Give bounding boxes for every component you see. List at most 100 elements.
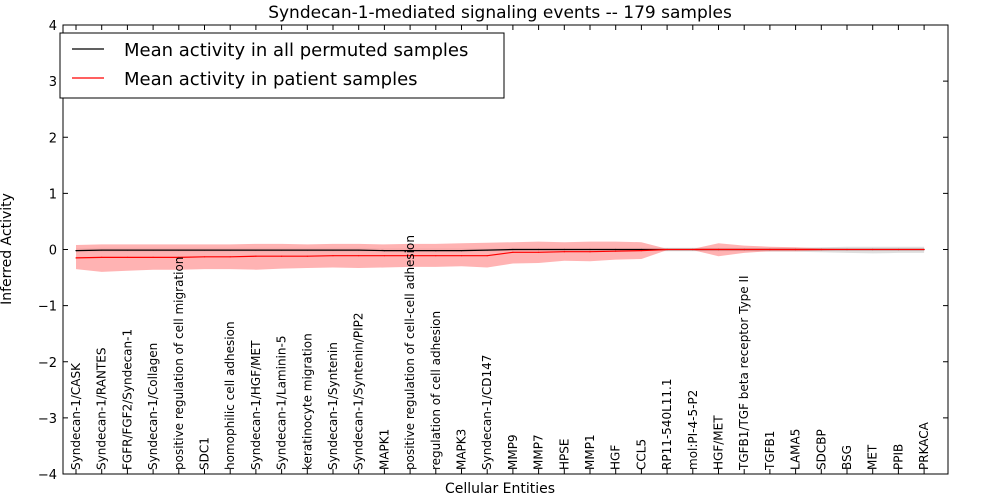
- legend-box: [59, 32, 505, 99]
- data-point: [512, 251, 514, 253]
- data-point: [615, 248, 617, 251]
- y-tick-label: −2: [38, 356, 57, 371]
- x-category-label: Syndecan-1/CD147: [480, 355, 494, 470]
- x-category-label: SDC1: [198, 437, 212, 470]
- x-category-label: Syndecan-1/Collagen: [146, 343, 160, 470]
- data-point: [872, 248, 874, 251]
- y-tick-label: −3: [38, 412, 57, 427]
- data-point: [846, 248, 848, 251]
- y-tick-label: −1: [38, 300, 57, 315]
- data-point: [486, 255, 488, 257]
- data-point: [409, 255, 411, 257]
- data-point: [692, 248, 694, 251]
- x-axis-ticks: [75, 25, 925, 474]
- data-point: [306, 249, 308, 251]
- data-point: [101, 249, 103, 251]
- y-tick-label: 0: [49, 244, 57, 259]
- data-point: [563, 248, 565, 251]
- x-category-label: Syndecan-1/Laminin-5: [275, 336, 289, 470]
- y-tick-label: 3: [49, 75, 57, 90]
- data-point: [332, 249, 334, 251]
- x-category-label: TGFB1/TGF beta receptor Type II: [737, 275, 751, 471]
- y-axis-title: Inferred Activity: [0, 193, 15, 305]
- x-category-label: HGF/MET: [712, 415, 726, 470]
- data-point: [435, 255, 437, 257]
- y-tick-label: −4: [38, 468, 57, 483]
- data-point: [512, 248, 514, 251]
- x-category-label: Syndecan-1/CASK: [69, 362, 83, 470]
- x-category-label: LAMA5: [789, 429, 803, 470]
- x-category-label: BSG: [840, 445, 854, 470]
- x-category-label: PPIB: [891, 444, 905, 470]
- x-category-label: MAPK3: [455, 429, 469, 470]
- data-point: [589, 251, 591, 253]
- data-point: [101, 256, 103, 258]
- x-category-label: MMP9: [506, 434, 520, 470]
- x-category-label: keratinocyte migration: [300, 333, 314, 470]
- y-tick-label: 4: [49, 19, 57, 34]
- data-point: [229, 249, 231, 251]
- x-category-label: CCL5: [634, 439, 648, 470]
- data-point: [178, 256, 180, 258]
- legend-label-permuted: Mean activity in all permuted samples: [124, 40, 468, 61]
- data-point: [923, 248, 925, 251]
- data-point: [383, 255, 385, 257]
- x-category-label: regulation of cell adhesion: [429, 311, 443, 470]
- x-category-label: FGFR/FGF2/Syndecan-1: [120, 329, 134, 470]
- x-category-label: RP11-540L11.1: [660, 379, 674, 470]
- data-point: [126, 256, 128, 258]
- x-category-label: Syndecan-1/HGF/MET: [249, 340, 263, 470]
- data-point: [229, 256, 231, 258]
- data-point: [897, 248, 900, 251]
- x-category-label: MMP1: [583, 434, 597, 470]
- data-point: [615, 250, 617, 252]
- data-point: [538, 251, 540, 253]
- x-category-label: Syndecan-1/Syntenin: [326, 342, 340, 470]
- data-point: [743, 248, 745, 251]
- data-point: [717, 248, 720, 251]
- data-point: [460, 250, 463, 252]
- x-category-label: Syndecan-1/RANTES: [95, 348, 109, 470]
- data-point: [332, 255, 334, 257]
- x-category-label: HGF: [609, 445, 623, 470]
- data-point: [152, 249, 154, 251]
- data-point: [281, 249, 283, 251]
- data-point: [203, 256, 206, 258]
- series-line-1: [75, 248, 925, 259]
- x-category-label: PRKACA: [917, 421, 931, 470]
- x-category-label: positive regulation of cell-cell adhesio…: [403, 235, 417, 470]
- plot-lines: [75, 248, 925, 259]
- legend-label-patient: Mean activity in patient samples: [124, 69, 418, 90]
- data-point: [769, 248, 771, 251]
- data-point: [589, 248, 591, 251]
- data-point: [255, 255, 257, 257]
- legend: Mean activity in all permuted samples Me…: [59, 32, 505, 99]
- x-category-label: MMP7: [532, 434, 546, 470]
- data-point: [358, 255, 360, 257]
- data-point: [281, 255, 283, 257]
- x-category-label: homophilic cell adhesion: [223, 321, 237, 470]
- data-point: [486, 249, 488, 251]
- y-tick-label: 1: [49, 187, 57, 202]
- x-axis-title: Cellular Entities: [445, 481, 555, 497]
- data-point: [152, 256, 154, 258]
- data-point: [203, 249, 206, 251]
- data-point: [383, 250, 385, 252]
- y-tick-label: 2: [49, 131, 57, 146]
- x-category-label: HPSE: [557, 439, 571, 470]
- data-point: [820, 248, 822, 251]
- chart-title: Syndecan-1-mediated signaling events -- …: [268, 3, 732, 23]
- data-point: [75, 250, 77, 252]
- x-category-label: SDCBP: [814, 429, 828, 470]
- data-point: [75, 257, 77, 259]
- data-point: [435, 250, 437, 252]
- x-category-label: MAPK1: [377, 429, 391, 470]
- plot-frame: [62, 24, 949, 475]
- x-category-label: mol:PI-4-5-P2: [686, 390, 700, 470]
- data-point: [306, 255, 308, 257]
- data-point: [255, 249, 257, 251]
- data-point: [409, 250, 411, 252]
- data-point: [640, 248, 643, 251]
- x-category-label: positive regulation of cell migration: [172, 257, 186, 470]
